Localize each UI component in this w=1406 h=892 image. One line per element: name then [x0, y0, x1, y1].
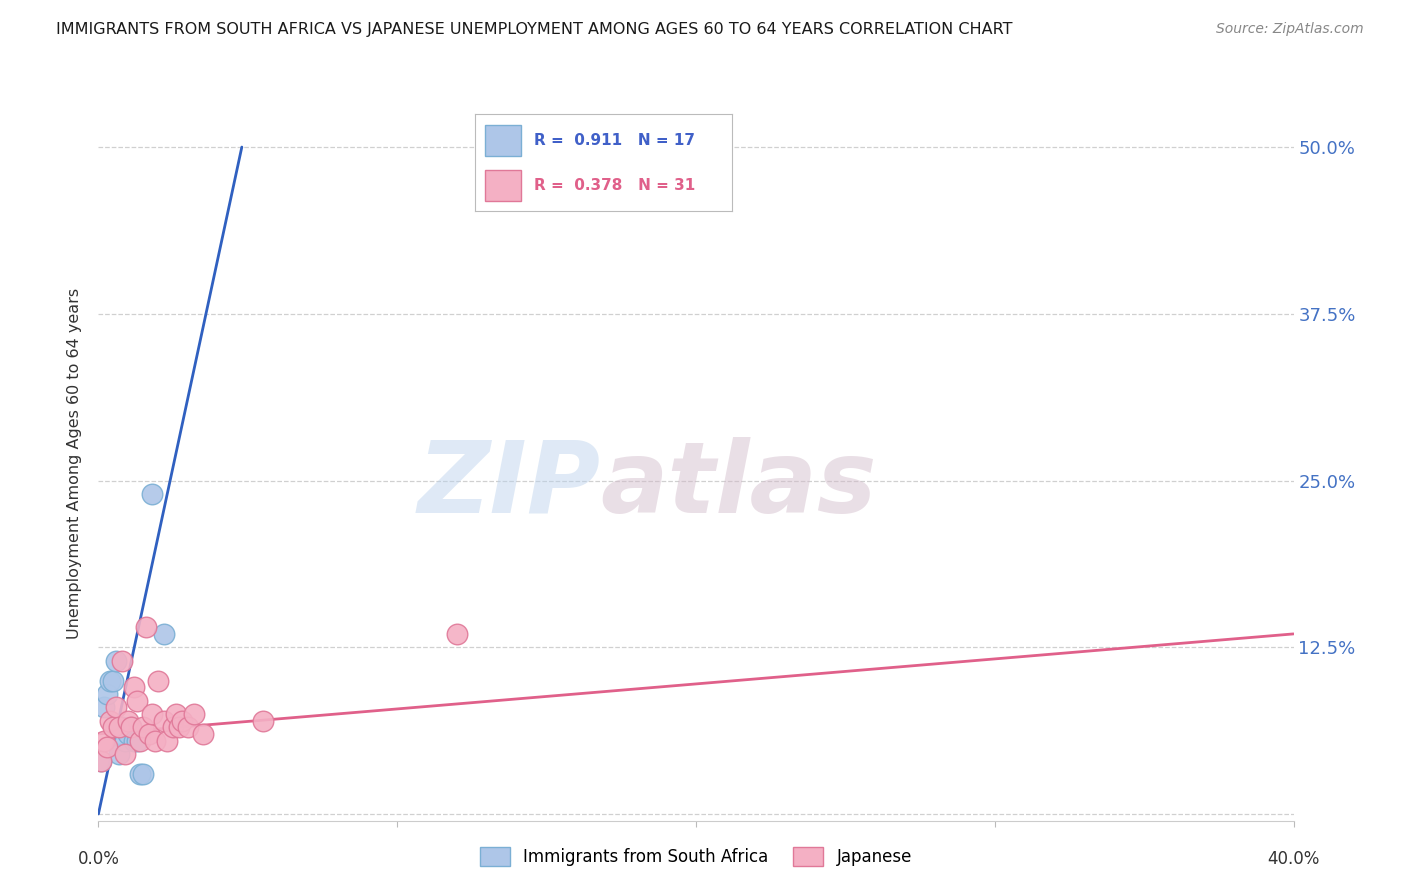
- Point: [103, 720, 125, 734]
- Point: [124, 733, 146, 747]
- Point: [177, 720, 200, 734]
- Point: [132, 720, 155, 734]
- Point: [191, 727, 214, 741]
- Point: [129, 767, 152, 781]
- Point: [132, 767, 155, 781]
- Point: [96, 740, 118, 755]
- Point: [172, 714, 194, 728]
- Point: [148, 673, 170, 688]
- Point: [120, 720, 142, 734]
- Y-axis label: Unemployment Among Ages 60 to 64 years: Unemployment Among Ages 60 to 64 years: [67, 288, 83, 640]
- Point: [252, 714, 274, 728]
- Point: [153, 714, 176, 728]
- Point: [111, 654, 134, 668]
- Point: [96, 687, 118, 701]
- Point: [93, 733, 115, 747]
- Point: [446, 627, 468, 641]
- Point: [90, 754, 112, 768]
- Point: [105, 654, 128, 668]
- Point: [162, 720, 184, 734]
- Point: [93, 700, 115, 714]
- Point: [167, 720, 190, 734]
- Point: [129, 733, 152, 747]
- Point: [156, 733, 179, 747]
- Point: [105, 700, 128, 714]
- Text: 0.0%: 0.0%: [77, 850, 120, 868]
- Point: [114, 733, 136, 747]
- Text: ZIP: ZIP: [418, 437, 600, 533]
- Point: [127, 693, 149, 707]
- Point: [103, 673, 125, 688]
- Point: [114, 747, 136, 761]
- Legend: Immigrants from South Africa, Japanese: Immigrants from South Africa, Japanese: [474, 840, 918, 873]
- Point: [141, 487, 163, 501]
- Point: [153, 627, 176, 641]
- Text: 40.0%: 40.0%: [1267, 850, 1320, 868]
- Point: [100, 714, 122, 728]
- Text: atlas: atlas: [600, 437, 877, 533]
- Point: [127, 733, 149, 747]
- Point: [108, 720, 131, 734]
- Text: Source: ZipAtlas.com: Source: ZipAtlas.com: [1216, 22, 1364, 37]
- Point: [90, 754, 112, 768]
- Point: [117, 727, 139, 741]
- Point: [141, 706, 163, 721]
- Point: [100, 673, 122, 688]
- Point: [135, 620, 157, 634]
- Point: [124, 680, 146, 694]
- Point: [120, 720, 142, 734]
- Point: [143, 733, 166, 747]
- Point: [117, 714, 139, 728]
- Text: IMMIGRANTS FROM SOUTH AFRICA VS JAPANESE UNEMPLOYMENT AMONG AGES 60 TO 64 YEARS : IMMIGRANTS FROM SOUTH AFRICA VS JAPANESE…: [56, 22, 1012, 37]
- Point: [108, 747, 131, 761]
- Point: [165, 706, 187, 721]
- Point: [111, 720, 134, 734]
- Point: [183, 706, 205, 721]
- Point: [138, 727, 160, 741]
